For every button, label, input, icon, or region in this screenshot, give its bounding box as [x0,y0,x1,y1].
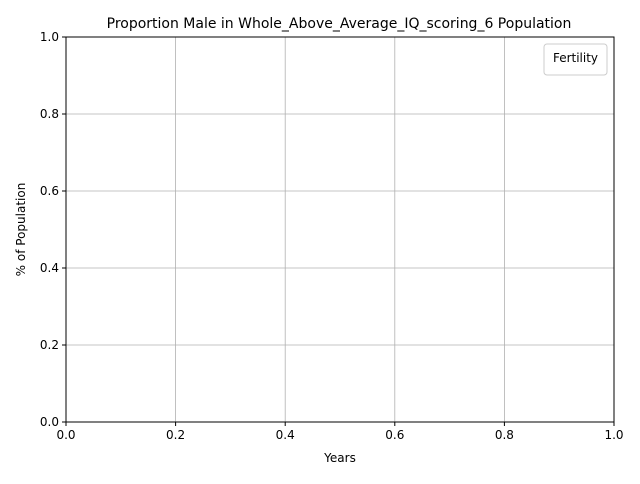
y-axis-label: % of Population [14,183,28,277]
y-axis-ticks: 0.0 0.2 0.4 0.6 0.8 1.0 [40,30,66,429]
legend-box [543,43,608,76]
axes-frame [65,36,615,423]
grid-lines [65,36,615,423]
chart-title: Proportion Male in Whole_Above_Average_I… [107,16,572,32]
x-tick-label: 0.8 [495,428,514,442]
y-tick-label: 1.0 [40,30,59,44]
x-tick-label: 0.6 [385,428,404,442]
x-axis-ticks: 0.0 0.2 0.4 0.6 0.8 1.0 [56,422,624,442]
legend-title: Fertility [553,51,598,65]
y-tick-label: 0.6 [40,184,59,198]
x-tick-label: 0.2 [166,428,185,442]
y-tick-label: 0.2 [40,338,59,352]
y-tick-label: 0.8 [40,107,59,121]
x-tick-label: 1.0 [604,428,623,442]
x-tick-label: 0.4 [276,428,295,442]
chart-legend: Fertility [543,43,608,76]
x-tick-label: 0.0 [56,428,75,442]
x-axis-label: Years [323,451,356,465]
y-tick-label: 0.4 [40,261,59,275]
y-tick-label: 0.0 [40,415,59,429]
